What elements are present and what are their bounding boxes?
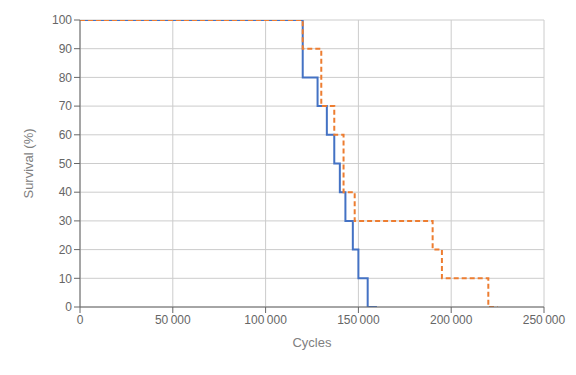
svg-text:250 000: 250 000 (523, 313, 566, 327)
svg-text:100 000: 100 000 (244, 313, 287, 327)
svg-text:30: 30 (59, 214, 73, 228)
svg-text:150 000: 150 000 (337, 313, 380, 327)
svg-text:80: 80 (59, 71, 73, 85)
svg-text:0: 0 (65, 300, 72, 314)
svg-text:100: 100 (52, 13, 72, 27)
svg-text:90: 90 (59, 42, 73, 56)
svg-text:60: 60 (59, 128, 73, 142)
svg-text:50: 50 (59, 157, 73, 171)
svg-text:200 000: 200 000 (430, 313, 473, 327)
svg-text:70: 70 (59, 99, 73, 113)
svg-text:10: 10 (59, 272, 73, 286)
svg-text:50 000: 50 000 (155, 313, 191, 327)
svg-text:Survival (%): Survival (%) (21, 128, 36, 198)
svg-text:40: 40 (59, 185, 73, 199)
svg-text:0: 0 (77, 313, 84, 327)
svg-text:20: 20 (59, 243, 73, 257)
svg-text:Cycles: Cycles (292, 335, 332, 350)
